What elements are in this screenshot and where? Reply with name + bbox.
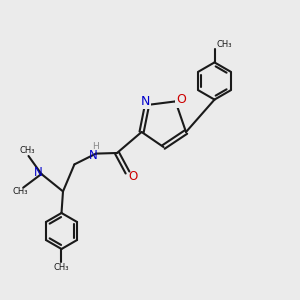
Text: CH₃: CH₃: [54, 262, 69, 272]
Text: CH₃: CH₃: [217, 40, 232, 49]
Text: O: O: [128, 169, 137, 183]
Text: N: N: [141, 95, 150, 108]
Text: H: H: [92, 142, 99, 151]
Text: N: N: [88, 148, 98, 162]
Text: O: O: [176, 93, 186, 106]
Text: N: N: [34, 166, 43, 179]
Text: CH₃: CH₃: [12, 187, 28, 196]
Text: CH₃: CH₃: [19, 146, 35, 155]
